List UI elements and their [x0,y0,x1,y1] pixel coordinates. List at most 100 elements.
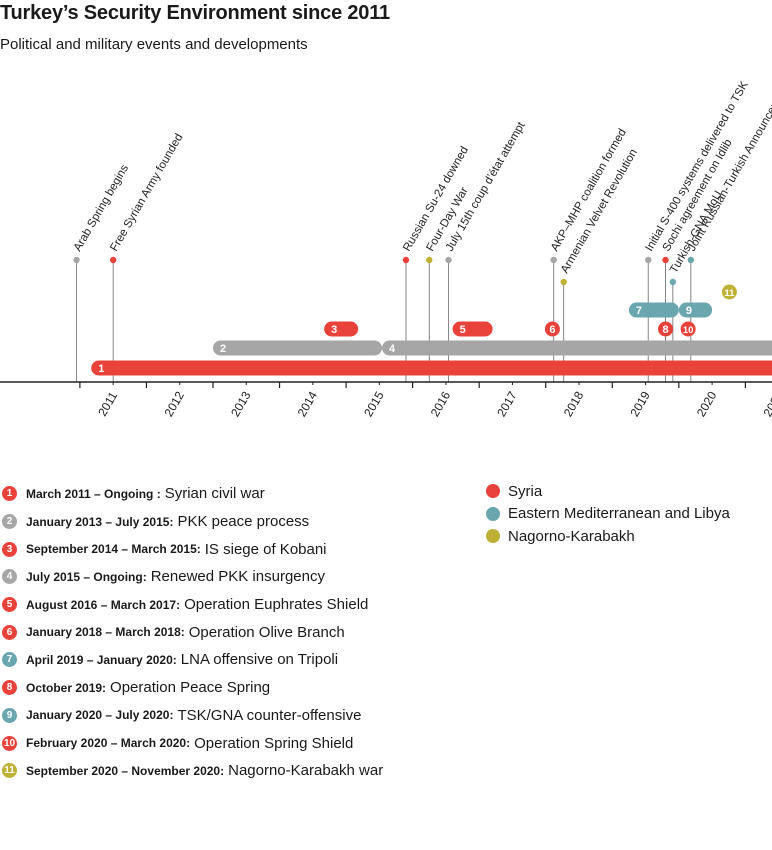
period-number: 11 [724,288,735,299]
legend-item: 7 April 2019 – January 2020: LNA offensive… [2,646,472,674]
legend-item: 9 January 2020 – July 2020: TSK/GNA counte… [2,702,472,730]
year-tick-label: 2016 [428,389,454,419]
legend-event-name: Operation Peace Spring [110,679,271,697]
legend-dates: October 2019: [26,680,107,695]
legend-dates: January 2020 – July 2020: [26,708,174,723]
year-tick-label: 2020 [694,389,720,419]
event-dot [426,256,433,264]
event-dot [402,256,410,264]
event-dot [687,256,695,264]
period-3: 3 [324,321,359,337]
legend-item: 8 October 2019: Operation Peace Spring [2,674,472,702]
legend-number-badge: 11 [2,763,17,779]
legend-dates: August 2016 – March 2017: [26,597,181,612]
event-dot [109,256,117,264]
period-bar [91,360,772,376]
period-number: 2 [220,343,226,355]
legend-number-badge: 5 [2,597,17,613]
event-dot [645,256,652,264]
legend-event-name: Operation Euphrates Shield [184,596,369,614]
legend-number-badge: 7 [2,652,17,668]
region-label: Nagorno-Karabakh [508,527,635,545]
period-bar [452,321,493,337]
legend-event-name: Nagorno-Karabakh war [228,762,384,780]
event-dot [445,256,452,264]
event-label: Free Syrian Army founded [108,132,185,254]
period-number: 4 [389,343,396,355]
legend-event-name: TSK/GNA counter-offensive [177,706,362,724]
legend-number-badge: 3 [2,541,17,557]
legend-event-name: Renewed PKK insurgency [150,568,325,586]
region-legend: Syria Eastern Mediterranean and Libya Nago… [486,480,730,548]
legend-event-name: Syrian civil war [164,485,265,503]
period-10: 10 [680,321,696,337]
period-number: 6 [549,324,555,336]
legend-number-badge: 10 [2,735,17,751]
legend-event-name: Operation Spring Shield [194,734,354,752]
legend-item: 10 February 2020 – March 2020: Operation S… [2,729,472,757]
legend-dates: January 2018 – March 2018: [26,625,185,640]
event-dot [662,256,669,264]
legend-dates: January 2013 – July 2015: [26,514,174,529]
region-color-dot [486,484,500,499]
year-tick-label: 2011 [95,389,120,419]
period-bar [678,302,713,318]
year-tick-label: 2012 [162,389,188,419]
year-tick-label: 2014 [295,389,321,419]
period-bar [324,321,359,337]
event-dot [550,256,557,264]
legend-item: 2 January 2013 – July 2015: PKK peace proc… [2,508,472,536]
legend-dates: September 2014 – March 2015: [26,542,201,557]
legend-dates: February 2020 – March 2020: [26,736,191,751]
period-legend: 1 March 2011 – Ongoing : Syrian civil war 2… [2,480,472,785]
period-bar [212,340,383,356]
legend-item: 11 September 2020 – November 2020: Nagorno… [2,757,472,785]
year-tick-label: 2013 [228,389,254,419]
legend-dates: September 2020 – November 2020: [26,763,225,778]
region-legend-item: Eastern Mediterranean and Libya [486,503,730,526]
legend-number-badge: 8 [2,680,17,696]
period-number: 9 [686,305,692,317]
legend-dates: July 2015 – Ongoing: [26,569,147,584]
period-bar [382,340,772,356]
period-number: 10 [683,325,694,336]
period-number: 5 [460,324,466,336]
event-label: July 15th coup d’état attempt [444,119,528,253]
legend-item: 3 September 2014 – March 2015: IS siege of… [2,535,472,563]
legend-number-badge: 1 [2,486,17,502]
period-bars: 1 2 3 4 5 6 7 8 9 10 11 [91,284,772,376]
legend-event-name: LNA offensive on Tripoli [180,651,339,669]
legend-number-badge: 2 [2,514,17,530]
region-legend-item: Syria [486,480,730,503]
period-bar [628,302,679,318]
year-tick-label: 2021 [760,389,772,419]
legend-dates: April 2019 – January 2020: [26,652,177,667]
legend-item: 4 July 2015 – Ongoing: Renewed PKK insurge… [2,563,472,591]
year-tick-label: 2017 [494,389,520,419]
year-tick-label: 2019 [627,389,653,419]
period-dot [544,321,560,337]
period-9: 9 [678,302,713,318]
period-7: 7 [628,302,679,318]
period-number: 1 [98,363,104,375]
period-6: 6 [544,321,560,337]
year-tick-label: 2015 [361,389,387,419]
legend-number-badge: 4 [2,569,17,585]
period-11: 11 [721,284,737,300]
region-label: Eastern Mediterranean and Libya [508,505,730,523]
chart-title: Turkey’s Security Environment since 2011 [0,2,390,24]
region-color-dot [486,529,500,544]
legend-event-name: IS siege of Kobani [204,540,327,558]
period-number: 3 [331,324,337,336]
legend-number-badge: 9 [2,707,17,723]
period-8: 8 [658,321,674,337]
legend-item: 6 January 2018 – March 2018: Operation Oli… [2,618,472,646]
period-dot [658,321,674,337]
period-number: 7 [636,305,642,317]
period-dot [680,321,696,337]
legend-event-name: Operation Olive Branch [188,623,345,641]
region-color-dot [486,506,500,521]
period-number: 8 [662,324,668,336]
